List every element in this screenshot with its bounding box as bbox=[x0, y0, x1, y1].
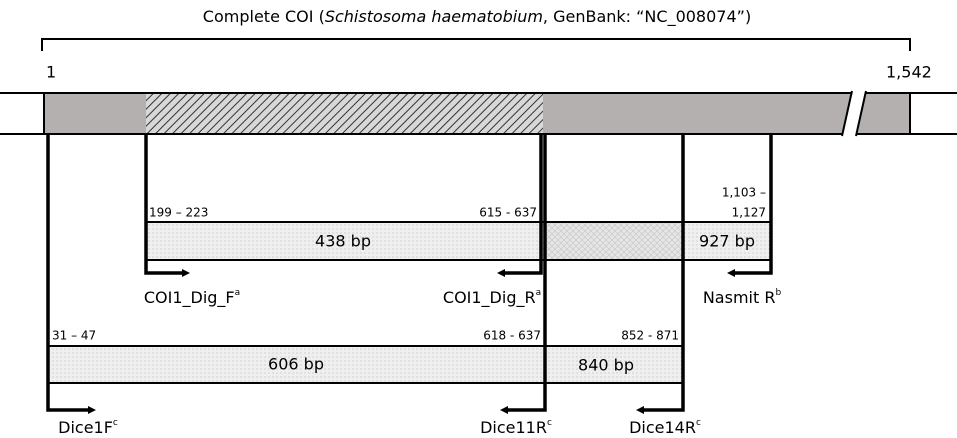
product-edge bbox=[48, 345, 683, 384]
primer-note: a bbox=[536, 288, 542, 298]
primer-label: COI1_Dig_Fa bbox=[144, 288, 240, 308]
primer-arrow bbox=[144, 134, 190, 277]
position-label: 1,127 bbox=[732, 206, 766, 220]
primer-name: COI1_Dig_R bbox=[443, 288, 536, 308]
product-box bbox=[146, 222, 541, 260]
position-label: 1,103 – bbox=[722, 186, 766, 200]
primer-arrow bbox=[500, 134, 547, 414]
break bbox=[842, 91, 866, 136]
title: Complete COI (Schistosoma haematobium, G… bbox=[203, 7, 751, 27]
product-label: 840 bp bbox=[578, 356, 634, 375]
primer-label: Dice11Rc bbox=[480, 418, 552, 437]
product-box bbox=[48, 346, 545, 383]
position-label: 199 – 223 bbox=[149, 206, 208, 220]
primer-arrow bbox=[636, 134, 685, 414]
title-prefix: Complete COI ( bbox=[203, 7, 325, 26]
product-label: 438 bp bbox=[315, 232, 371, 251]
primer-name: Nasmit R bbox=[703, 288, 776, 307]
position-label: 615 - 637 bbox=[479, 206, 537, 220]
product-box bbox=[683, 222, 771, 260]
primer-label: Dice14Rc bbox=[629, 418, 701, 437]
primer-note: a bbox=[235, 288, 241, 298]
product-box bbox=[545, 346, 683, 383]
genome-end: 1,542 bbox=[886, 63, 932, 82]
primer-label: Nasmit Rb bbox=[703, 288, 782, 307]
primer-label: Dice1Fc bbox=[58, 418, 118, 437]
break-line bbox=[855, 90, 867, 137]
product-label: 606 bp bbox=[268, 355, 324, 374]
primer-note: c bbox=[113, 418, 118, 428]
title-species: Schistosoma haematobium bbox=[325, 7, 543, 26]
position-label: 618 - 637 bbox=[483, 329, 541, 343]
title-suffix: , GenBank: “NC_008074”) bbox=[543, 7, 751, 27]
primer-arrow bbox=[46, 134, 96, 414]
break-line bbox=[841, 90, 853, 137]
genome-start: 1 bbox=[46, 63, 56, 82]
product-edge bbox=[146, 221, 771, 261]
position-label: 31 – 47 bbox=[52, 329, 96, 343]
product-box bbox=[541, 222, 683, 260]
bracket bbox=[41, 38, 911, 51]
primer-name: Dice11R bbox=[480, 418, 547, 437]
position-label: 852 - 871 bbox=[621, 329, 679, 343]
primer-note: b bbox=[775, 288, 781, 298]
primer-name: Dice1F bbox=[58, 418, 113, 437]
primer-arrow bbox=[727, 134, 773, 277]
primer-name: Dice14R bbox=[629, 418, 696, 437]
hatched-region bbox=[146, 94, 543, 133]
primer-label: COI1_Dig_Ra bbox=[443, 288, 541, 308]
primer-name: COI1_Dig_F bbox=[144, 288, 235, 308]
primer-note: c bbox=[696, 418, 701, 428]
product-label: 927 bp bbox=[699, 232, 755, 251]
primer-note: c bbox=[547, 418, 552, 428]
primer-arrow bbox=[497, 134, 543, 277]
